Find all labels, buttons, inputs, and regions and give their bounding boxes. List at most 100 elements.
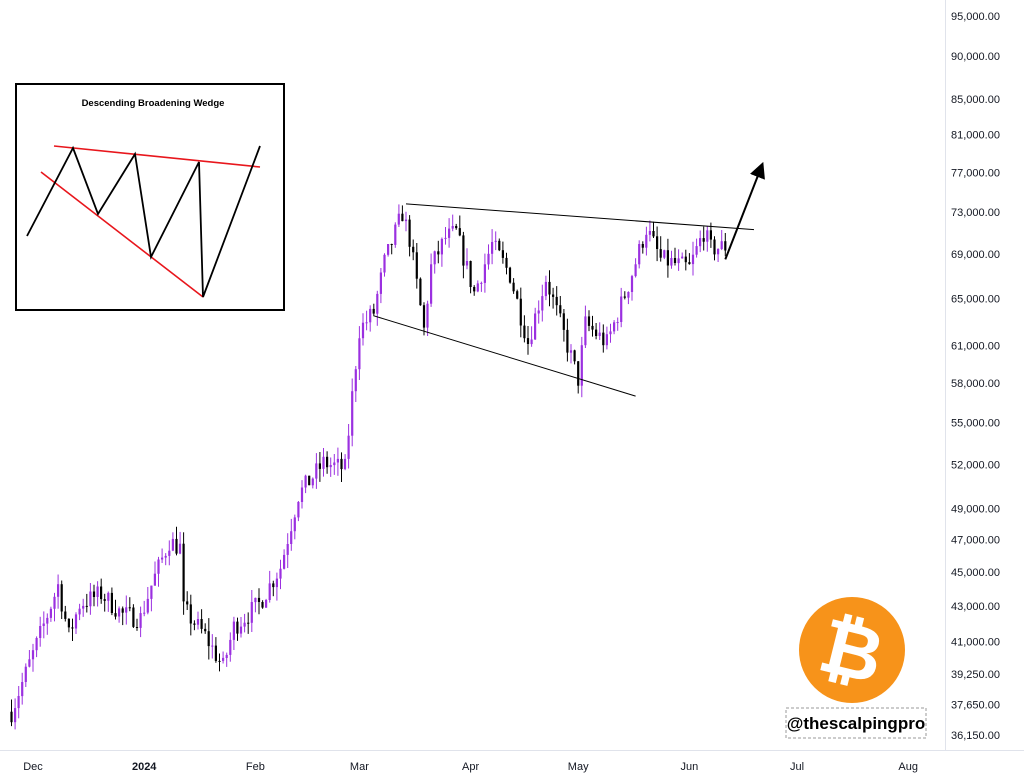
candle (408, 215, 411, 257)
candle (236, 617, 239, 641)
candle (189, 594, 192, 636)
candle (695, 238, 698, 258)
candle (591, 315, 594, 337)
bitcoin-icon (799, 597, 905, 703)
candle (265, 598, 268, 608)
price-tick-label: 37,650.00 (951, 700, 1000, 712)
candle (691, 241, 695, 276)
candle (110, 587, 113, 616)
candle (178, 531, 182, 555)
candle (315, 453, 318, 489)
price-axis: 95,000.00 90,000.00 85,000.00 81,000.00 77,0… (951, 11, 1000, 742)
candle (125, 595, 128, 625)
candle (494, 231, 497, 251)
candle (293, 514, 296, 540)
candle (132, 604, 135, 628)
candle (404, 211, 408, 232)
candle (630, 274, 634, 301)
candle (71, 618, 74, 641)
handle-text: @thescalpingpro (787, 714, 925, 733)
candle (186, 591, 189, 610)
candle (279, 559, 282, 590)
candle (333, 454, 336, 475)
candle (666, 238, 669, 278)
candle (724, 233, 727, 257)
candle (555, 286, 558, 316)
handle-box (785, 707, 927, 739)
candle (85, 593, 88, 613)
candle (150, 585, 153, 612)
price-tick-label: 55,000.00 (951, 418, 1000, 430)
candle (559, 296, 562, 318)
time-tick-label: May (568, 761, 589, 773)
candle (114, 599, 117, 620)
candle (211, 634, 214, 659)
candle (200, 609, 203, 634)
price-tick-label: 61,000.00 (951, 341, 1000, 353)
candle (537, 300, 540, 324)
candle (107, 591, 110, 612)
price-tick-label: 52,000.00 (951, 460, 1000, 472)
candle (42, 611, 45, 639)
price-tick-label: 36,150.00 (951, 730, 1000, 742)
candle (390, 243, 393, 255)
candle (684, 249, 687, 271)
candle (541, 284, 544, 322)
candle (361, 313, 365, 346)
candle (347, 424, 350, 469)
candle (308, 475, 311, 486)
candle (573, 349, 576, 365)
candle (430, 253, 433, 307)
candle (35, 636, 38, 658)
candle (440, 237, 443, 267)
candle (673, 247, 677, 266)
candle (164, 553, 167, 566)
candle (387, 244, 390, 257)
candle (566, 318, 569, 362)
candle (78, 603, 81, 621)
candle (516, 289, 519, 300)
candle (415, 243, 418, 289)
candle (225, 652, 228, 667)
candle (552, 287, 555, 309)
candle (544, 275, 547, 301)
candle (128, 597, 131, 612)
candle (121, 606, 124, 626)
candle (394, 222, 397, 248)
candle (139, 606, 142, 638)
time-tick-label: Dec (23, 761, 43, 773)
candle (46, 613, 49, 635)
candle (519, 287, 522, 338)
candle (232, 616, 235, 650)
candle (53, 592, 56, 622)
candle (171, 532, 174, 552)
candle (336, 447, 339, 476)
candle (207, 618, 210, 660)
candle (491, 229, 494, 265)
candle (670, 250, 673, 269)
candle (605, 326, 608, 350)
watermark: ₿ @thescalpingpro (785, 597, 927, 739)
candle (290, 518, 293, 551)
price-tick-label: 90,000.00 (951, 51, 1000, 63)
candle (14, 698, 17, 730)
candle (713, 236, 716, 261)
candle (508, 266, 512, 284)
candle (451, 214, 454, 232)
candle (465, 248, 469, 270)
candle (168, 540, 171, 566)
candle (193, 620, 196, 631)
candle (379, 268, 382, 304)
candle (92, 584, 96, 607)
candle (161, 548, 164, 563)
price-tick-label: 43,000.00 (951, 601, 1000, 613)
candle (383, 253, 386, 277)
time-tick-label: Jun (681, 761, 699, 773)
candle (311, 477, 314, 489)
candle (433, 250, 436, 274)
candle (175, 526, 178, 556)
candle (419, 277, 422, 306)
candle (304, 474, 307, 494)
candle (39, 616, 42, 647)
